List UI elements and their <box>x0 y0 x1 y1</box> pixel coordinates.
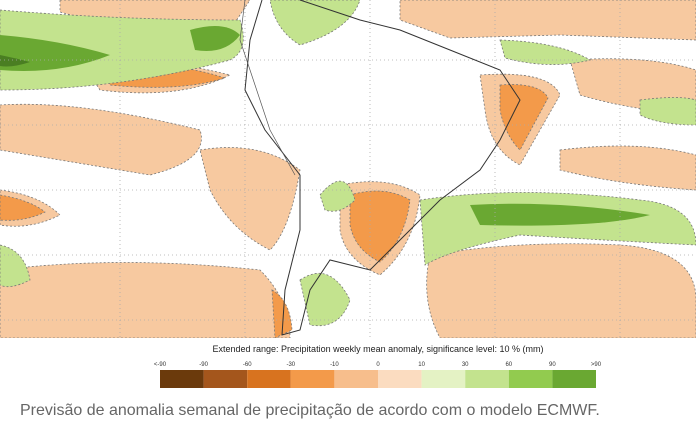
legend-label: 90 <box>549 362 556 368</box>
legend-swatch <box>247 370 291 388</box>
legend: Extended range: Precipitation weekly mea… <box>154 344 602 388</box>
legend-label: -60 <box>243 362 252 368</box>
legend-swatch <box>552 370 596 388</box>
legend-swatch <box>465 370 509 388</box>
legend-label: 10 <box>418 362 425 368</box>
legend-label: 60 <box>505 362 512 368</box>
legend-label: -90 <box>199 362 208 368</box>
legend-swatch <box>290 370 335 388</box>
legend-swatch <box>421 370 466 388</box>
legend-swatch <box>160 370 204 388</box>
legend-label: <-90 <box>154 362 167 368</box>
caption: Previsão de anomalia semanal de precipit… <box>20 402 600 419</box>
legend-swatch <box>203 370 248 388</box>
legend-swatch <box>378 370 422 388</box>
legend-label: >90 <box>591 362 602 368</box>
legend-title: Extended range: Precipitation weekly mea… <box>213 344 544 354</box>
legend-label: -10 <box>330 362 339 368</box>
anomaly-map <box>0 0 696 338</box>
legend-label: 30 <box>462 362 469 368</box>
legend-label: 0 <box>376 362 380 368</box>
legend-swatch <box>334 370 378 388</box>
legend-label: -30 <box>286 362 295 368</box>
legend-swatch <box>508 370 553 388</box>
